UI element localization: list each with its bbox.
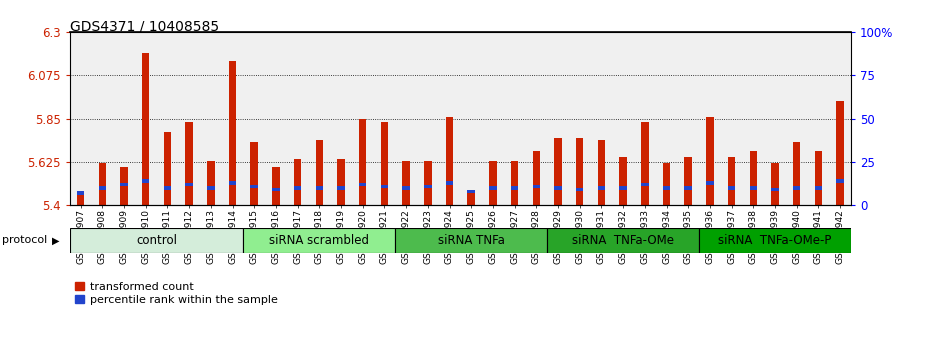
Bar (229, 181, 236, 184)
Bar (207, 186, 215, 190)
Bar (489, 186, 497, 190)
Bar (663, 186, 671, 190)
Bar (641, 122, 648, 205)
Bar (359, 119, 366, 205)
Bar (359, 183, 366, 186)
Bar (99, 163, 106, 205)
Bar (750, 152, 757, 205)
Bar (403, 161, 410, 205)
Bar (294, 159, 301, 205)
FancyBboxPatch shape (699, 228, 851, 253)
Text: protocol: protocol (2, 235, 47, 245)
Bar (598, 186, 605, 190)
Bar (598, 140, 605, 205)
Bar (750, 186, 757, 190)
Bar (424, 184, 432, 188)
FancyBboxPatch shape (70, 228, 244, 253)
Text: ▶: ▶ (52, 235, 60, 245)
Text: siRNA  TNFa-OMe-P: siRNA TNFa-OMe-P (718, 234, 831, 247)
Bar (641, 183, 648, 186)
Bar (164, 132, 171, 205)
Bar (793, 142, 801, 205)
Bar (728, 186, 736, 190)
Bar (99, 186, 106, 190)
Bar (468, 190, 475, 193)
Bar (554, 186, 562, 190)
Bar (619, 186, 627, 190)
Bar (771, 163, 778, 205)
Bar (445, 117, 453, 205)
Bar (403, 186, 410, 190)
Bar (533, 152, 540, 205)
Text: control: control (136, 234, 177, 247)
Text: siRNA scrambled: siRNA scrambled (270, 234, 369, 247)
Bar (164, 186, 171, 190)
Bar (533, 184, 540, 188)
Bar (793, 186, 801, 190)
Bar (576, 188, 583, 192)
Bar (77, 192, 85, 195)
Bar (706, 117, 713, 205)
FancyBboxPatch shape (244, 228, 395, 253)
Bar (250, 142, 258, 205)
Bar (120, 183, 127, 186)
Bar (771, 188, 778, 192)
Bar (684, 186, 692, 190)
Bar (207, 161, 215, 205)
Legend: transformed count, percentile rank within the sample: transformed count, percentile rank withi… (75, 282, 278, 305)
Bar (424, 161, 432, 205)
Bar (338, 186, 345, 190)
Bar (554, 138, 562, 205)
Bar (576, 138, 583, 205)
Bar (250, 184, 258, 188)
Bar (619, 157, 627, 205)
Bar (489, 161, 497, 205)
Bar (706, 181, 713, 184)
Bar (511, 186, 518, 190)
Text: siRNA  TNFa-OMe: siRNA TNFa-OMe (572, 234, 674, 247)
Bar (77, 192, 85, 205)
Bar (272, 167, 280, 205)
Bar (185, 122, 193, 205)
Text: siRNA TNFa: siRNA TNFa (438, 234, 505, 247)
Bar (294, 186, 301, 190)
Bar (445, 181, 453, 184)
Bar (315, 186, 323, 190)
Bar (836, 101, 844, 205)
FancyBboxPatch shape (395, 228, 547, 253)
Bar (272, 188, 280, 192)
Bar (142, 179, 150, 183)
Bar (142, 53, 150, 205)
Bar (120, 167, 127, 205)
Bar (663, 163, 671, 205)
Bar (815, 186, 822, 190)
Bar (315, 140, 323, 205)
Bar (380, 184, 388, 188)
Bar (468, 192, 475, 205)
Bar (684, 157, 692, 205)
Bar (185, 183, 193, 186)
Text: GDS4371 / 10408585: GDS4371 / 10408585 (70, 19, 219, 34)
Bar (836, 179, 844, 183)
Bar (728, 157, 736, 205)
Bar (229, 61, 236, 205)
FancyBboxPatch shape (547, 228, 699, 253)
Bar (380, 122, 388, 205)
Bar (815, 152, 822, 205)
Bar (511, 161, 518, 205)
Bar (338, 159, 345, 205)
